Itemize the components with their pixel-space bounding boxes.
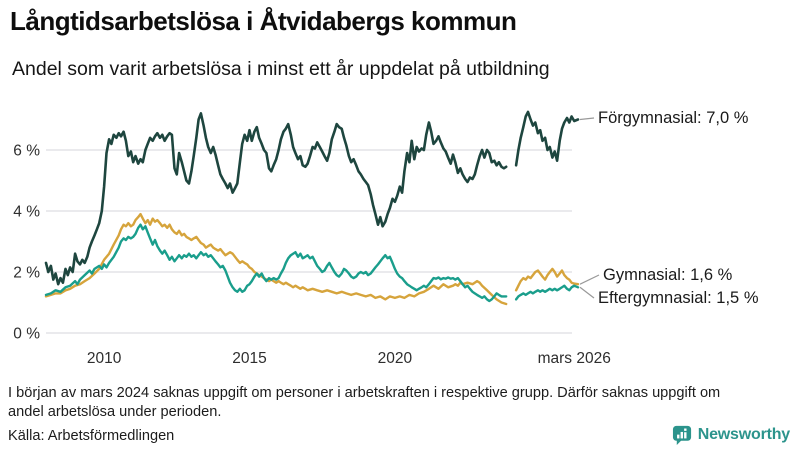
- unemployment-line-chart: 0 % 2 % 4 % 6 % 2010 2015 2020 mars 2026 Förgymn…: [13, 109, 759, 367]
- y-axis-tick-label: 0 %: [13, 326, 40, 343]
- newsworthy-logo-text: Newsworthy: [697, 426, 790, 443]
- x-axis-tick-label: mars 2026: [538, 350, 611, 367]
- y-axis-tick-label: 2 %: [13, 265, 40, 282]
- series-label-connector: [579, 274, 600, 285]
- x-axis-tick-label: 2020: [378, 350, 413, 367]
- series-line-gymnasial: [44, 212, 508, 306]
- series-line-förgymnasial: [514, 110, 580, 167]
- series-label-connector: [579, 286, 595, 299]
- series-line-eftergymnasial: [44, 223, 508, 303]
- footnote: I början av mars 2024 saknas uppgift om …: [8, 384, 796, 422]
- y-axis-tick-label: 4 %: [13, 204, 40, 221]
- series-label-connector: [579, 117, 595, 121]
- page-title: Långtidsarbetslösa i Åtvidabergs kommun: [10, 6, 517, 36]
- series-line-eftergymnasial: [514, 284, 580, 301]
- footnote-line-2: andel arbetslösa under perioden.: [8, 404, 222, 420]
- series-end-label-gymnasial: Gymnasial: 1,6 %: [603, 266, 733, 284]
- footnote-line-1: I början av mars 2024 saknas uppgift om …: [8, 385, 721, 401]
- y-axis-tick-label: 6 %: [13, 143, 40, 160]
- series-line-förgymnasial: [44, 112, 508, 286]
- newsworthy-logo: Newsworthy: [672, 424, 790, 446]
- series-line-gymnasial: [514, 267, 580, 292]
- page-subtitle: Andel som varit arbetslösa i minst ett å…: [12, 58, 550, 80]
- newsworthy-logo-icon: [672, 425, 691, 446]
- series-end-label-eftergymnasial: Eftergymnasial: 1,5 %: [598, 289, 759, 307]
- source-caption: Källa: Arbetsförmedlingen: [8, 428, 175, 444]
- x-axis-tick-label: 2010: [87, 350, 122, 367]
- series-end-label-förgymnasial: Förgymnasial: 7,0 %: [598, 109, 749, 127]
- x-axis-tick-label: 2015: [232, 350, 266, 367]
